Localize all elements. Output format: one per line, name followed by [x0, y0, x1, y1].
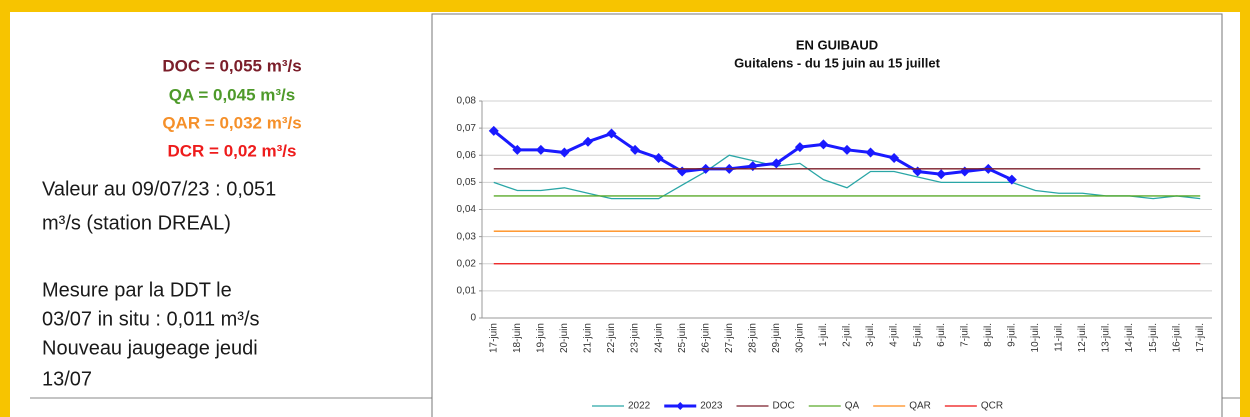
- x-tick-label: 26-juin: [700, 323, 711, 353]
- x-tick-label: 17-juil.: [1195, 323, 1206, 352]
- x-tick-label: 8-juil.: [983, 323, 994, 347]
- legend-label: DOC: [773, 401, 795, 412]
- threshold-text: QA = 0,045 m³/s: [169, 85, 295, 104]
- legend-label: QA: [845, 401, 860, 412]
- x-tick-label: 24-juin: [653, 323, 664, 353]
- note-line: 03/07 in situ : 0,011 m³/s: [42, 308, 260, 330]
- y-tick-label: 0,02: [457, 258, 477, 269]
- legend-label: QCR: [981, 401, 1003, 412]
- series-marker: [606, 128, 617, 139]
- series-marker: [488, 125, 499, 136]
- x-tick-label: 18-juin: [512, 323, 523, 353]
- note-line: Valeur au 09/07/23 : 0,051: [42, 178, 276, 200]
- x-tick-label: 7-juil.: [959, 323, 970, 347]
- x-tick-label: 9-juil.: [1006, 323, 1017, 347]
- series-marker: [936, 169, 947, 180]
- x-tick-label: 1-juil.: [818, 323, 829, 347]
- series-marker: [865, 147, 876, 158]
- series-marker: [653, 152, 664, 163]
- y-tick-label: 0,05: [457, 177, 477, 188]
- x-tick-label: 21-juin: [583, 323, 594, 353]
- threshold-text: DCR = 0,02 m³/s: [168, 141, 297, 160]
- note-line: Nouveau jaugeage jeudi: [42, 337, 258, 359]
- series-marker: [1006, 174, 1017, 185]
- legend-label: QAR: [909, 401, 931, 412]
- x-tick-label: 3-juil.: [865, 323, 876, 347]
- y-tick-label: 0,04: [457, 204, 477, 215]
- x-tick-label: 27-juin: [724, 323, 735, 353]
- x-tick-label: 16-juil.: [1171, 323, 1182, 352]
- x-tick-label: 4-juil.: [889, 323, 900, 347]
- series-marker: [630, 144, 641, 155]
- series-marker: [535, 144, 546, 155]
- series-marker: [559, 147, 570, 158]
- y-tick-label: 0: [470, 313, 476, 324]
- x-tick-label: 25-juin: [677, 323, 688, 353]
- legend-marker: [676, 402, 685, 410]
- x-tick-label: 30-juin: [795, 323, 806, 353]
- threshold-text: QAR = 0,032 m³/s: [162, 113, 301, 132]
- series-marker: [889, 152, 900, 163]
- note-line: 13/07: [42, 368, 92, 390]
- x-tick-label: 13-juil.: [1101, 323, 1112, 352]
- y-tick-label: 0,08: [457, 96, 477, 107]
- legend-label: 2022: [628, 401, 651, 412]
- series-marker: [794, 142, 805, 153]
- x-tick-label: 5-juil.: [912, 323, 923, 347]
- y-tick-label: 0,06: [457, 150, 477, 161]
- x-tick-label: 23-juin: [630, 323, 641, 353]
- x-tick-label: 10-juil.: [1030, 323, 1041, 352]
- series-marker: [582, 136, 593, 147]
- x-tick-label: 19-juin: [536, 323, 547, 353]
- series-marker: [512, 144, 523, 155]
- x-tick-label: 15-juil.: [1148, 323, 1159, 352]
- x-tick-label: 11-juil.: [1054, 323, 1065, 352]
- x-tick-label: 17-juin: [488, 323, 499, 353]
- x-tick-label: 29-juin: [771, 323, 782, 353]
- x-tick-label: 28-juin: [747, 323, 758, 353]
- x-tick-label: 20-juin: [559, 323, 570, 353]
- series-marker: [842, 144, 852, 155]
- x-tick-label: 6-juil.: [936, 323, 947, 347]
- legend-label: 2023: [700, 401, 723, 412]
- note-line: m³/s (station DREAL): [42, 212, 231, 234]
- note-line: Mesure par la DDT le: [42, 279, 232, 301]
- series-line: [493, 154, 1201, 200]
- x-tick-label: 12-juil.: [1077, 323, 1088, 352]
- series-marker: [818, 139, 829, 150]
- x-tick-label: 14-juil.: [1124, 323, 1135, 352]
- chart-frame: [431, 13, 1223, 417]
- y-tick-label: 0,07: [457, 123, 477, 134]
- x-tick-label: 2-juil.: [842, 323, 853, 347]
- y-tick-label: 0,03: [457, 231, 477, 242]
- chart-subtitle: Guitalens - du 15 juin au 15 juillet: [734, 55, 941, 70]
- series-marker: [771, 158, 782, 169]
- threshold-text: DOC = 0,055 m³/s: [162, 56, 301, 75]
- chart-title: EN GUIBAUD: [796, 37, 878, 52]
- y-tick-label: 0,01: [457, 286, 477, 297]
- x-tick-label: 22-juin: [606, 323, 617, 353]
